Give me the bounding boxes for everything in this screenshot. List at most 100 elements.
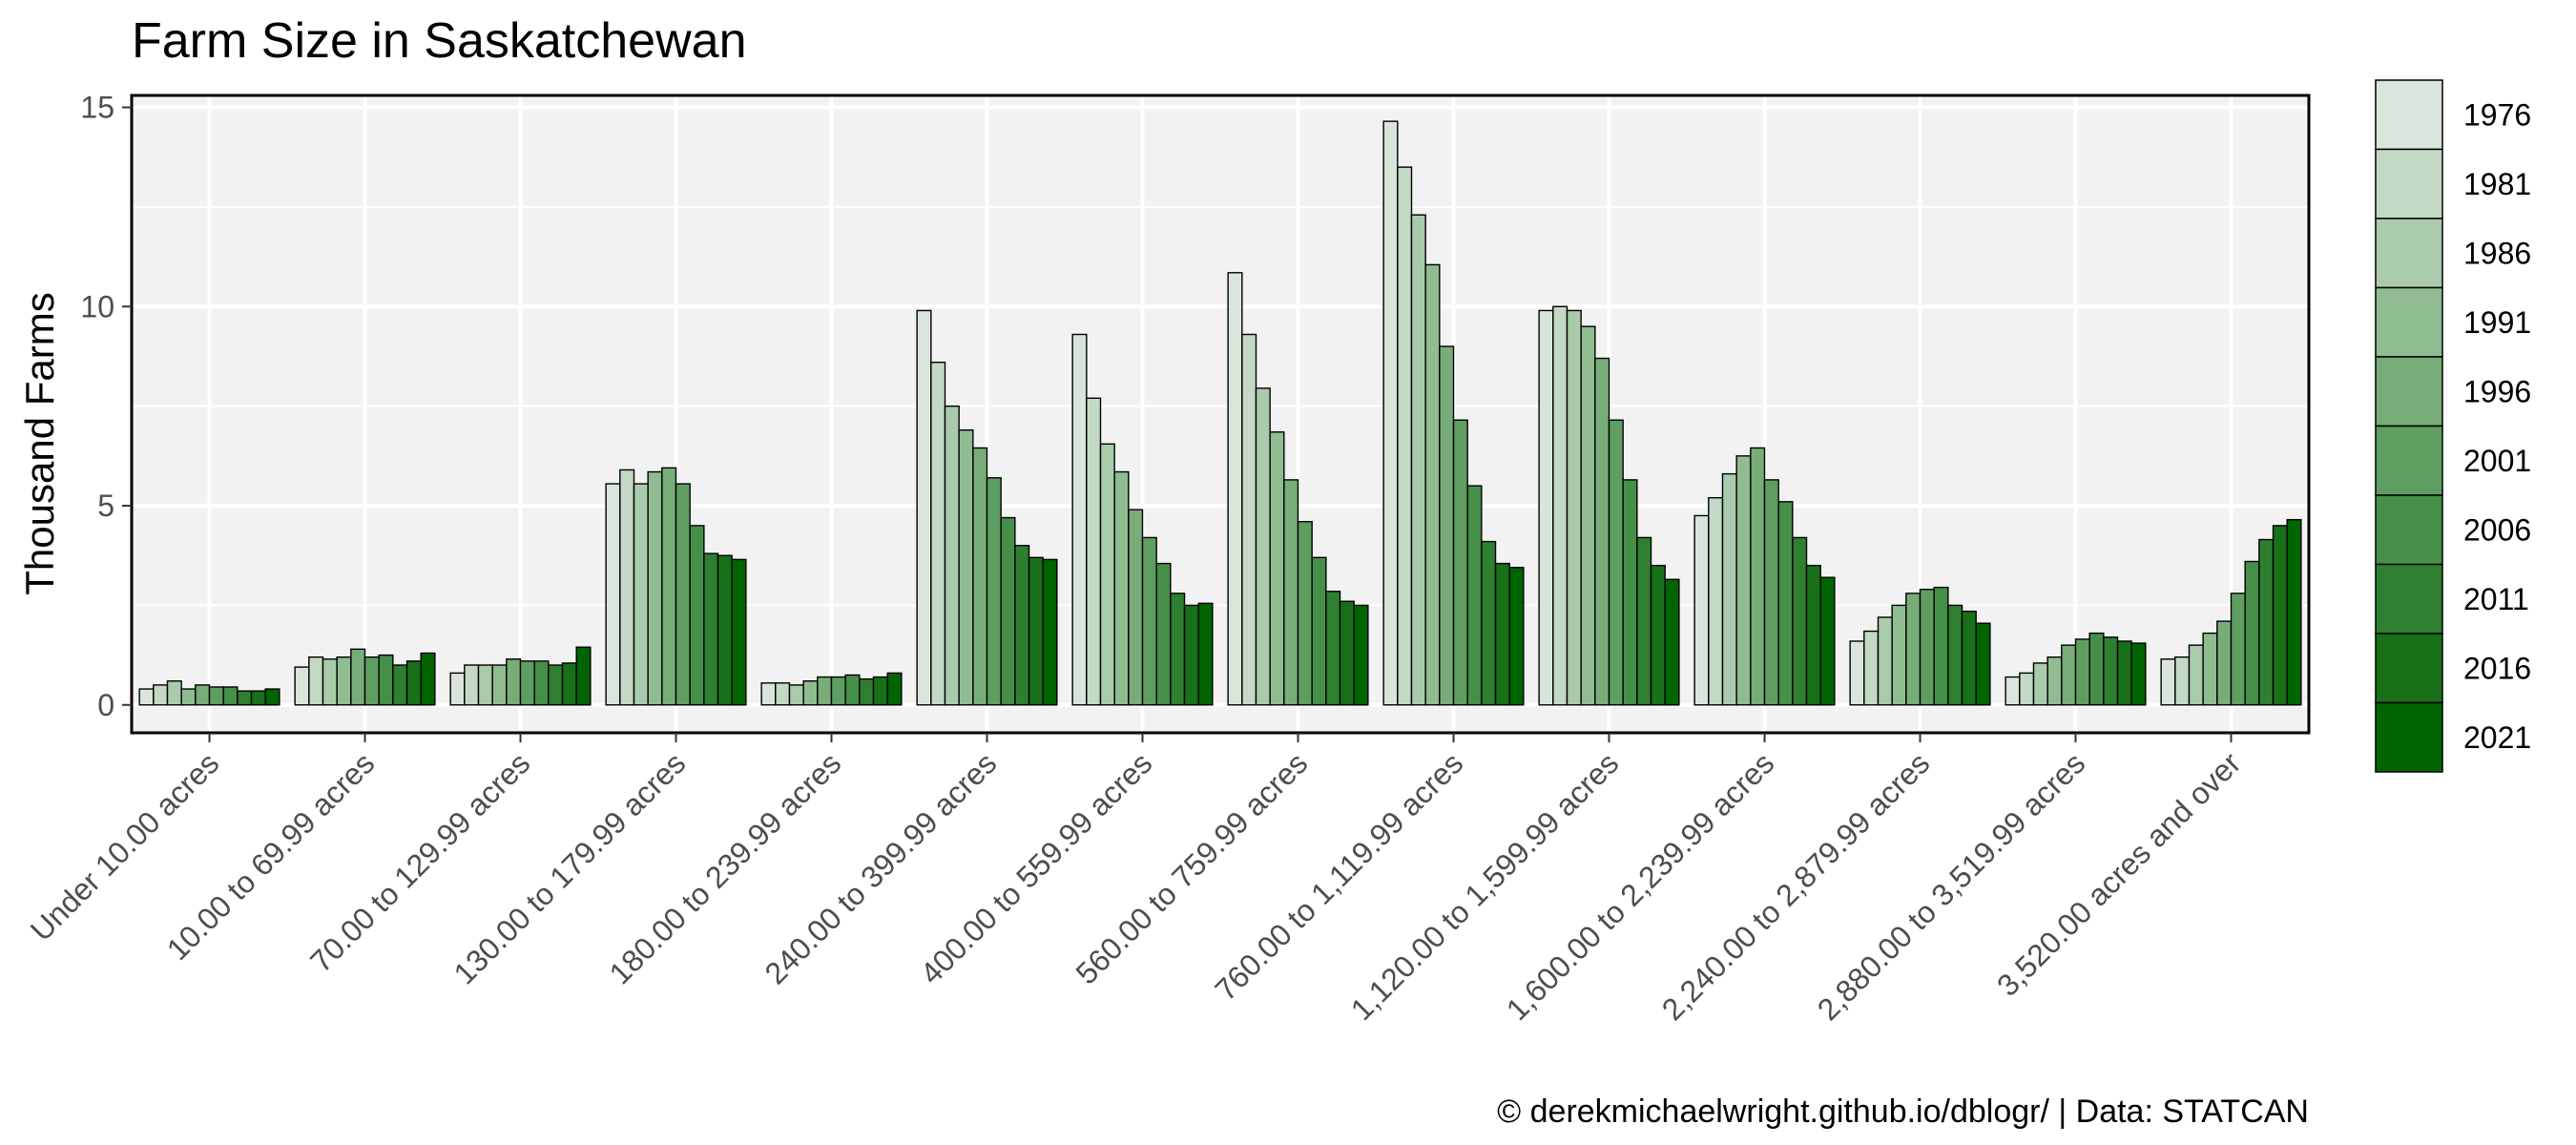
bar-1986-12 [1877,616,1893,706]
bar-2011-5 [859,677,875,706]
legend-label-1976: 1976 [2463,97,2531,132]
bar-1981-9 [1397,166,1413,706]
bar-1996-11 [1750,447,1766,706]
bar-1991-8 [1269,431,1285,706]
y-tick-label: 15 [80,91,114,125]
bar-1991-3 [491,664,508,706]
bar-1991-7 [1113,470,1130,706]
legend-label-1986: 1986 [2463,236,2531,270]
bar-2001-13 [2074,638,2090,706]
bar-1986-3 [477,664,493,706]
bar-1991-4 [647,470,663,706]
bar-2016-2 [405,660,422,706]
bar-1986-9 [1410,214,1426,706]
bar-1976-4 [605,483,621,706]
y-tick-label: 5 [97,489,114,523]
legend-key-1976 [2375,79,2443,151]
bar-1991-5 [802,680,819,706]
bar-2001-4 [675,483,691,706]
legend-key-2006 [2375,494,2443,566]
bar-2006-4 [689,525,705,706]
bar-1976-10 [1538,309,1554,706]
bar-2006-7 [1155,562,1172,706]
bar-1981-1 [153,684,169,706]
bar-2016-8 [1339,600,1355,706]
bar-1976-12 [1849,640,1865,706]
bar-2011-10 [1636,536,1652,706]
bar-2011-9 [1481,540,1497,706]
bar-2021-7 [1197,602,1214,706]
bar-2016-11 [1805,564,1821,706]
bar-1996-7 [1128,509,1144,706]
legend-label-2016: 2016 [2463,651,2531,685]
legend-label-2011: 2011 [2463,582,2529,616]
chart-title: Farm Size in Saskatchewan [132,13,747,69]
bar-1976-13 [2005,676,2021,706]
bar-2016-5 [872,676,888,706]
bar-2016-12 [1961,610,1977,706]
bar-1991-11 [1735,455,1752,706]
bar-2011-8 [1325,591,1341,706]
legend-label-1991: 1991 [2463,305,2531,340]
y-axis-label: Thousand Farms [17,292,62,594]
bar-2021-11 [1819,576,1836,706]
bar-1981-11 [1708,496,1724,706]
bar-1981-13 [2019,672,2035,706]
bar-2006-3 [533,660,550,706]
bar-2006-10 [1622,479,1638,706]
bar-1981-12 [1863,630,1880,706]
plot-border [130,94,2311,735]
bar-2006-9 [1466,485,1483,706]
bar-1996-2 [350,648,366,706]
legend-label-1996: 1996 [2463,374,2531,408]
bar-1976-3 [449,672,466,706]
bar-1976-1 [138,688,155,706]
bar-2011-7 [1170,593,1186,706]
bars [138,120,2302,706]
legend-label-2001: 2001 [2463,444,2531,478]
bar-1976-5 [760,682,777,706]
legend-label-2021: 2021 [2463,720,2531,755]
bar-2011-11 [1792,536,1808,706]
bar-1996-10 [1594,357,1610,706]
bar-2021-2 [420,652,436,706]
bar-2001-10 [1608,419,1624,706]
bar-1981-5 [775,682,791,706]
bar-2001-2 [364,656,380,706]
bar-2021-8 [1353,604,1369,706]
bar-1981-10 [1552,305,1568,706]
bar-1981-6 [930,362,946,706]
bar-2006-8 [1311,556,1327,706]
bar-1996-5 [817,676,833,706]
bar-2001-1 [208,686,224,706]
bar-1996-4 [661,467,677,706]
bar-1976-14 [2160,658,2176,706]
bar-1991-6 [958,429,974,706]
bar-2016-4 [717,554,733,706]
bar-1986-1 [166,680,182,706]
bar-1991-1 [180,688,197,706]
bar-1996-8 [1283,479,1299,706]
bar-1996-6 [972,447,988,706]
chart-caption: © derekmichaelwright.github.io/dblogr/ |… [1497,1093,2309,1130]
x-tick-label: 2,240.00 to 2,879.99 acres [1655,745,1937,1027]
bar-1996-1 [195,684,211,706]
x-tick-label: 1,600.00 to 2,239.99 acres [1500,745,1781,1027]
bar-2021-6 [1042,558,1058,706]
bar-1976-7 [1071,333,1088,706]
bar-2006-13 [2088,632,2105,706]
legend-key-2016 [2375,633,2443,704]
legend-label-1981: 1981 [2463,167,2531,201]
y-tick-label: 10 [80,289,114,323]
bar-2006-14 [2244,560,2260,706]
legend-key-2001 [2375,425,2443,496]
bar-2011-4 [703,552,719,706]
bar-1986-7 [1099,443,1115,706]
bar-1996-9 [1439,345,1455,706]
bar-1986-6 [944,405,960,706]
legend-key-1996 [2375,356,2443,427]
bar-2016-13 [2116,640,2132,706]
bar-2016-14 [2272,525,2288,706]
bar-2001-3 [519,660,535,706]
bar-1986-10 [1566,309,1582,706]
